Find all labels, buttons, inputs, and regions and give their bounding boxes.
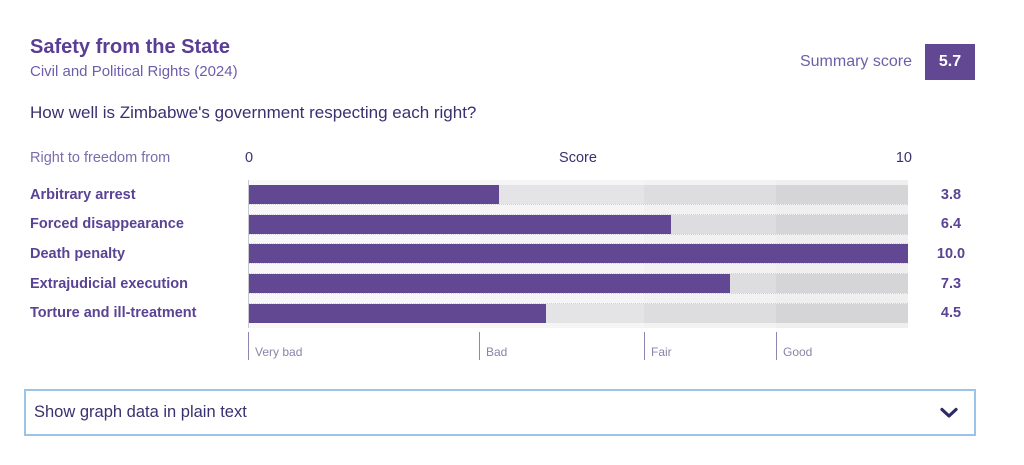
value-spacer <box>908 148 994 180</box>
axis-min-label: 0 <box>245 150 254 166</box>
axis-header: 0 Score 10 <box>245 148 912 180</box>
row-spacer <box>249 263 908 274</box>
row-header: Right to freedom from <box>30 150 171 166</box>
value-label: 3.8 <box>940 186 962 203</box>
value-label: 7.3 <box>940 275 962 292</box>
plot-area <box>248 180 908 328</box>
axis-title: Score <box>559 150 597 166</box>
axis-max-label: 10 <box>895 150 912 166</box>
value-label: 6.4 <box>940 216 962 233</box>
show-graph-data-expander[interactable]: Show graph data in plain text <box>24 389 976 436</box>
chart-row-labels: Right to freedom from Arbitrary arrest F… <box>30 148 248 364</box>
band-tick-very-bad: Very bad <box>248 332 302 360</box>
row-spacer <box>249 204 908 215</box>
page-header: Safety from the State Civil and Politica… <box>30 34 238 82</box>
page-title: Safety from the State <box>30 36 231 58</box>
bar-torture-ill-treatment[interactable] <box>249 303 546 323</box>
value-label: 10.0 <box>936 245 966 262</box>
chevron-down-icon <box>940 407 958 419</box>
row-label: Arbitrary arrest <box>30 186 136 203</box>
bar-death-penalty[interactable] <box>249 244 908 264</box>
summary-score-badge: 5.7 <box>925 44 975 80</box>
bar-forced-disappearance[interactable] <box>249 214 671 234</box>
row-spacer <box>249 233 908 245</box>
band-axis: Very bad Bad Fair Good <box>248 328 908 364</box>
bar-chart: Right to freedom from Arbitrary arrest F… <box>30 148 994 364</box>
expander-label: Show graph data in plain text <box>34 403 247 421</box>
bar-rows <box>249 180 908 328</box>
page-subtitle: Civil and Political Rights (2024) <box>30 63 238 80</box>
row-label: Extrajudicial execution <box>30 275 188 292</box>
band-tick-good: Good <box>776 332 812 360</box>
row-label: Forced disappearance <box>30 216 184 233</box>
value-label: 4.5 <box>940 305 962 322</box>
chart-question: How well is Zimbabwe's government respec… <box>30 103 477 122</box>
row-spacer <box>249 292 908 304</box>
row-label: Torture and ill-treatment <box>30 305 197 322</box>
chart-plot-column: 0 Score 10 Very ba <box>245 148 912 364</box>
band-tick-fair: Fair <box>644 332 672 360</box>
row-spacer <box>249 180 908 186</box>
row-spacer <box>249 322 908 328</box>
band-tick-bad: Bad <box>479 332 507 360</box>
bar-extrajudicial-execution[interactable] <box>249 273 731 293</box>
bar-arbitrary-arrest[interactable] <box>249 185 500 205</box>
chart-value-labels: 3.8 6.4 10.0 7.3 4.5 <box>908 148 994 364</box>
summary-score-label: Summary score <box>799 53 912 70</box>
row-label: Death penalty <box>30 245 126 262</box>
summary-score: Summary score 5.7 <box>800 44 975 80</box>
